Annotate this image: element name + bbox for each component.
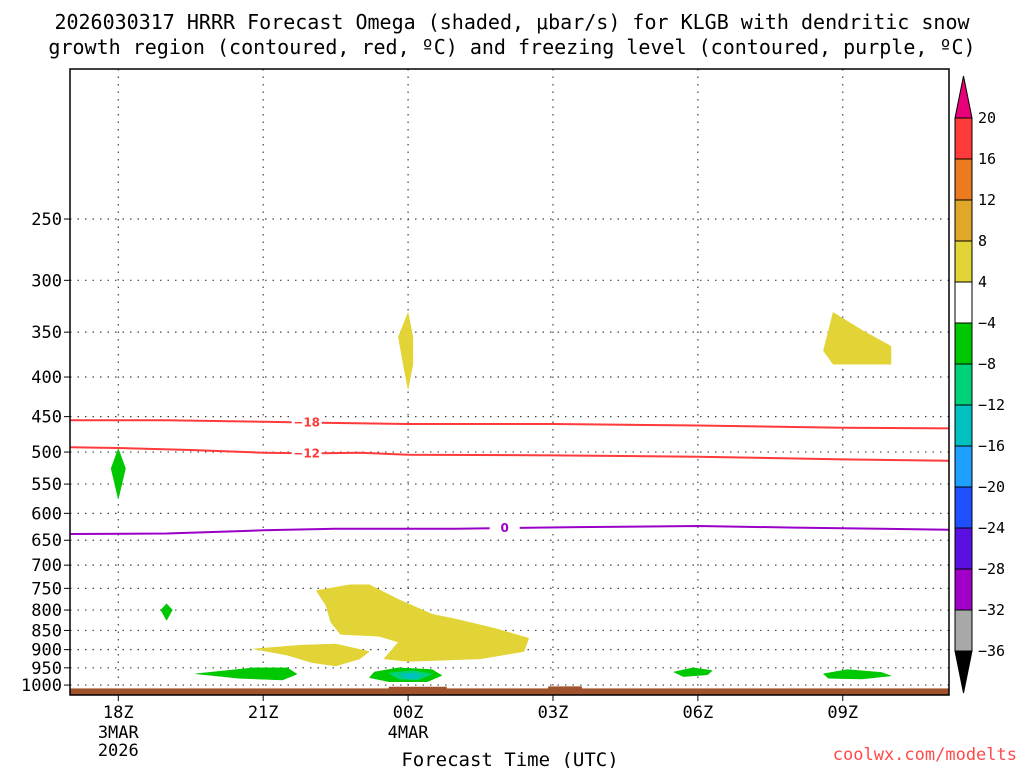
- contour-line-1: [70, 446, 949, 462]
- omega-region-11: [822, 669, 892, 680]
- colorbar-band-6: [954, 363, 973, 406]
- colorbar-tick-label-12: −32: [978, 601, 1005, 619]
- y-tick-label-750: 750: [31, 579, 62, 599]
- colorbar-tick-label-8: −16: [978, 437, 1005, 455]
- contour-label-bg-0: [291, 415, 322, 430]
- colorbar-band-3: [954, 240, 973, 283]
- chart-title-line-2: growth region (contoured, red, ºC) and f…: [48, 35, 975, 59]
- colorbar: 20 16 12 8 4 −4 −8 −12 −16 −20 −24 −28 −32 −36: [954, 75, 1005, 694]
- x-tick-label-18Z: 18Z: [103, 703, 134, 723]
- colorbar-tick-label-11: −28: [978, 560, 1005, 578]
- omega-region-0: [398, 311, 414, 390]
- contour-label-2: 0: [500, 521, 508, 535]
- chart-title-line-1: 2026030317 HRRR Forecast Omega (shaded, …: [54, 10, 970, 34]
- omega-region-2: [315, 584, 530, 662]
- y-tick-label-600: 600: [31, 504, 62, 524]
- colorbar-tick-label-13: −36: [978, 642, 1005, 660]
- x-date-label-00Z-0: 4MAR: [388, 723, 430, 743]
- omega-region-5: [160, 603, 173, 621]
- plot-frame: [69, 68, 950, 696]
- terrain-ground: [70, 686, 949, 695]
- omega-region-10: [672, 667, 713, 677]
- omega-region-3: [253, 643, 370, 667]
- x-tick-label-03Z: 03Z: [538, 703, 569, 723]
- omega-shading: [110, 311, 892, 682]
- colorbar-tick-label-2: 12: [978, 191, 996, 209]
- x-tick-label-09Z: 09Z: [827, 703, 858, 723]
- colorbar-tick-label-0: 20: [978, 109, 996, 127]
- y-tick-label-1000: 1000: [21, 676, 62, 696]
- x-tick-label-21Z: 21Z: [248, 703, 279, 723]
- y-axis-ticks: 2503003504004505005506006507007508008509…: [21, 210, 70, 696]
- x-date-label-18Z-0: 3MAR: [98, 723, 140, 743]
- colorbar-band-9: [954, 486, 973, 529]
- y-tick-label-950: 950: [31, 659, 62, 679]
- y-tick-label-350: 350: [31, 323, 62, 343]
- omega-region-1: [823, 312, 892, 365]
- colorbar-tick-label-7: −12: [978, 396, 1005, 414]
- colorbar-tick-label-9: −20: [978, 478, 1005, 496]
- contour-label-0: −18: [293, 415, 320, 429]
- contour-label-bg-1: [291, 446, 322, 461]
- terrain-bump-0: [388, 686, 447, 690]
- y-tick-label-450: 450: [31, 408, 62, 428]
- x-tick-label-06Z: 06Z: [682, 703, 713, 723]
- colorbar-band-0: [954, 117, 973, 160]
- contour-label-bg-2: [489, 521, 520, 536]
- y-tick-label-550: 550: [31, 475, 62, 495]
- omega-region-4: [110, 447, 126, 500]
- colorbar-top-arrow: [954, 75, 973, 119]
- colorbar-band-8: [954, 445, 973, 488]
- grid-lines: [70, 69, 949, 695]
- site-credit: coolwx.com/modelts: [833, 745, 1017, 765]
- colorbar-band-12: [954, 609, 973, 652]
- x-axis-title: Forecast Time (UTC): [401, 749, 618, 768]
- colorbar-band-7: [954, 404, 973, 447]
- y-tick-label-500: 500: [31, 443, 62, 463]
- x-tick-label-00Z: 00Z: [393, 703, 424, 723]
- colorbar-tick-label-3: 8: [978, 232, 987, 250]
- terrain-bump-1: [548, 686, 582, 690]
- y-tick-label-300: 300: [31, 271, 62, 291]
- y-tick-label-650: 650: [31, 531, 62, 551]
- colorbar-tick-label-6: −8: [978, 355, 996, 373]
- colorbar-band-4: [954, 281, 973, 324]
- y-tick-label-850: 850: [31, 621, 62, 641]
- y-tick-label-250: 250: [31, 210, 62, 230]
- colorbar-bottom-arrow: [954, 650, 973, 694]
- colorbar-tick-label-5: −4: [978, 314, 996, 332]
- y-tick-label-700: 700: [31, 556, 62, 576]
- omega-region-6: [195, 667, 298, 681]
- colorbar-band-11: [954, 568, 973, 611]
- y-tick-label-800: 800: [31, 601, 62, 621]
- y-tick-label-400: 400: [31, 368, 62, 388]
- terrain-base: [70, 688, 949, 695]
- colorbar-tick-label-10: −24: [978, 519, 1005, 537]
- colorbar-band-2: [954, 199, 973, 242]
- contour-line-2: [70, 524, 949, 535]
- contour-line-0: [70, 419, 949, 430]
- colorbar-band-10: [954, 527, 973, 570]
- colorbar-tick-label-4: 4: [978, 273, 987, 291]
- colorbar-tick-label-1: 16: [978, 150, 996, 168]
- x-date-label-18Z-1: 2026: [98, 741, 139, 761]
- omega-region-9: [400, 672, 424, 680]
- colorbar-band-1: [954, 158, 973, 201]
- temperature-contours: −18 −12 0: [70, 415, 949, 536]
- colorbar-band-5: [954, 322, 973, 365]
- contour-label-1: −12: [293, 446, 320, 460]
- y-tick-label-900: 900: [31, 641, 62, 661]
